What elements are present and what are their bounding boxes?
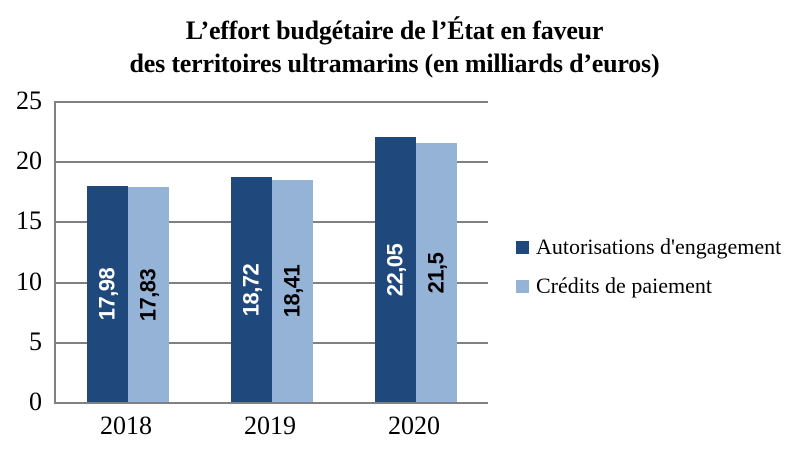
legend: Autorisations d'engagement Crédits de pai… — [516, 234, 781, 312]
bar-autorisations-2020: 22,05 — [375, 137, 416, 402]
bar-value-label: 17,83 — [135, 268, 161, 321]
bar-autorisations-2019: 18,72 — [231, 177, 272, 402]
bar-credits-2020: 21,5 — [416, 143, 457, 402]
legend-item-autorisations: Autorisations d'engagement — [516, 234, 781, 260]
bar-value-label: 21,5 — [423, 252, 449, 293]
legend-item-credits: Crédits de paiement — [516, 273, 781, 299]
y-tick-label-25: 25 — [16, 86, 42, 115]
gridline-20 — [56, 161, 488, 163]
bar-value-label: 17,98 — [94, 267, 120, 321]
gridline-25 — [56, 101, 488, 103]
chart-title: L’effort budgétaire de l’État en faveur … — [0, 14, 789, 80]
x-tick-label-2018: 2018 — [100, 411, 152, 440]
legend-swatch-autorisations — [516, 240, 529, 254]
plot-area: 17,98 17,83 18,72 18,41 22,05 21,5 — [54, 101, 488, 404]
bar-value-label: 18,41 — [279, 264, 305, 318]
y-tick-label-10: 10 — [16, 267, 42, 296]
y-tick-label-0: 0 — [29, 387, 42, 416]
legend-label: Autorisations d'engagement — [536, 234, 782, 259]
legend-label: Crédits de paiement — [536, 273, 712, 298]
x-tick-label-2020: 2020 — [388, 411, 440, 440]
y-tick-label-5: 5 — [29, 327, 42, 356]
bar-credits-2018: 17,83 — [128, 187, 169, 402]
y-tick-label-15: 15 — [16, 206, 42, 235]
y-tick-label-20: 20 — [16, 146, 42, 175]
chart-title-line-2: des territoires ultramarins (en milliard… — [129, 49, 660, 78]
legend-swatch-credits — [516, 279, 529, 293]
x-tick-label-2019: 2019 — [244, 411, 296, 440]
bar-value-label: 18,72 — [238, 263, 264, 316]
bar-autorisations-2018: 17,98 — [87, 186, 128, 402]
chart-title-line-1: L’effort budgétaire de l’État en faveur — [185, 16, 604, 45]
bar-value-label: 22,05 — [382, 243, 408, 296]
bar-credits-2019: 18,41 — [272, 180, 313, 402]
